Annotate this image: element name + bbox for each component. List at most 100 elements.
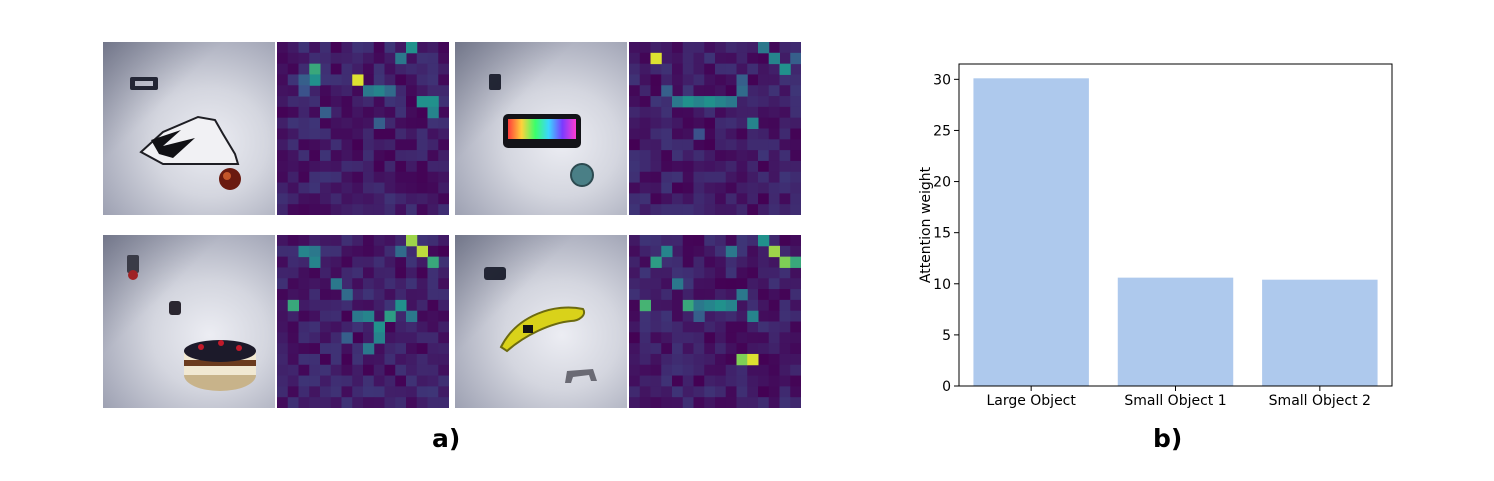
heat-cell xyxy=(363,256,375,268)
heat-cell xyxy=(277,160,289,173)
heat-cell xyxy=(661,289,673,301)
heat-cell-hot xyxy=(406,310,418,322)
heat-cell xyxy=(287,128,299,140)
heat-cell xyxy=(416,204,428,215)
heat-cell xyxy=(320,171,332,184)
heat-cell-hot xyxy=(693,96,705,108)
heat-cell xyxy=(427,278,439,290)
heat-cell xyxy=(341,267,353,279)
heat-cell xyxy=(363,128,375,140)
heat-cell-hot xyxy=(779,63,791,75)
heat-cell xyxy=(629,128,641,140)
heat-cell xyxy=(277,343,289,355)
attention-heatmap-2 xyxy=(629,42,801,215)
heat-cell xyxy=(298,52,310,65)
heat-cell xyxy=(384,139,396,151)
heat-cell xyxy=(438,85,449,97)
heat-cell xyxy=(682,42,694,54)
heat-cell xyxy=(373,96,385,108)
heat-cell xyxy=(672,52,684,65)
heat-cell xyxy=(790,106,801,119)
small-box-icon xyxy=(489,74,501,90)
heat-cell xyxy=(693,42,705,54)
heat-cell xyxy=(384,278,396,290)
heat-cell xyxy=(758,139,770,151)
heat-cell xyxy=(363,171,375,184)
heat-cell xyxy=(320,321,332,333)
heat-cell xyxy=(693,267,705,279)
heat-cell xyxy=(650,171,662,184)
heat-cell xyxy=(352,267,364,279)
heat-cell xyxy=(373,235,385,247)
heat-cell xyxy=(779,160,791,173)
heat-cell xyxy=(747,63,759,75)
heat-cell xyxy=(704,375,716,387)
heat-cell xyxy=(395,85,407,97)
x-axis-ticks: Large Object Small Object 1 Small Object 2 xyxy=(986,386,1371,409)
heat-cell xyxy=(758,85,770,97)
heat-cell xyxy=(650,397,662,408)
heat-cell xyxy=(427,310,439,322)
heat-cell xyxy=(298,106,310,119)
heat-cell xyxy=(416,332,428,344)
heat-cell xyxy=(639,386,651,398)
heat-cell xyxy=(363,289,375,301)
heat-cell xyxy=(352,364,364,377)
heat-cell xyxy=(341,42,353,54)
heat-cell xyxy=(661,310,673,322)
heat-cell-hot xyxy=(373,85,385,97)
heat-cell xyxy=(639,256,651,268)
heat-cell xyxy=(650,160,662,173)
panel-b-label: b) xyxy=(1153,424,1183,453)
heat-cell xyxy=(779,386,791,398)
heat-cell xyxy=(704,85,716,97)
heat-cell xyxy=(287,289,299,301)
heat-cell xyxy=(352,117,364,129)
heat-cell-hot xyxy=(704,299,716,312)
heat-cell xyxy=(287,106,299,119)
heat-cell xyxy=(298,332,310,344)
heat-cell xyxy=(639,267,651,279)
heat-cell xyxy=(682,74,694,86)
heat-cell xyxy=(790,364,801,377)
heat-cell xyxy=(672,321,684,333)
heat-cell xyxy=(758,289,770,301)
heat-cell xyxy=(768,128,780,140)
heat-cell xyxy=(704,256,716,268)
heat-cell xyxy=(341,343,353,355)
heat-cell xyxy=(309,332,321,344)
heat-cell xyxy=(373,397,385,408)
heat-cell xyxy=(298,321,310,333)
heat-cell xyxy=(427,74,439,86)
heat-cell xyxy=(629,150,641,162)
heat-cell xyxy=(406,85,418,97)
heat-cell xyxy=(320,397,332,408)
heat-cell xyxy=(427,63,439,75)
heat-cell xyxy=(650,364,662,377)
heat-cell xyxy=(395,74,407,86)
heat-cell xyxy=(406,128,418,140)
heat-cell xyxy=(352,193,364,205)
heat-cell xyxy=(779,364,791,377)
heat-cell xyxy=(341,397,353,408)
heat-cell xyxy=(661,128,673,140)
heat-cell xyxy=(309,182,321,194)
heat-cell xyxy=(629,386,641,398)
heat-cell xyxy=(672,397,684,408)
heat-cell xyxy=(384,364,396,377)
heat-cell xyxy=(693,204,705,215)
heat-cell-hot xyxy=(309,256,321,268)
heat-cell-hot xyxy=(672,278,684,290)
heat-cell xyxy=(277,52,289,65)
heat-cell xyxy=(330,117,342,129)
bar-2 xyxy=(1117,277,1234,386)
heat-cell xyxy=(747,52,759,65)
heat-cell xyxy=(693,353,705,366)
heat-cell xyxy=(363,139,375,151)
heat-cell xyxy=(438,299,449,312)
heat-cell xyxy=(704,364,716,377)
heat-cell xyxy=(704,353,716,366)
heat-cell xyxy=(747,364,759,377)
heat-cell xyxy=(747,278,759,290)
heat-cell xyxy=(661,321,673,333)
